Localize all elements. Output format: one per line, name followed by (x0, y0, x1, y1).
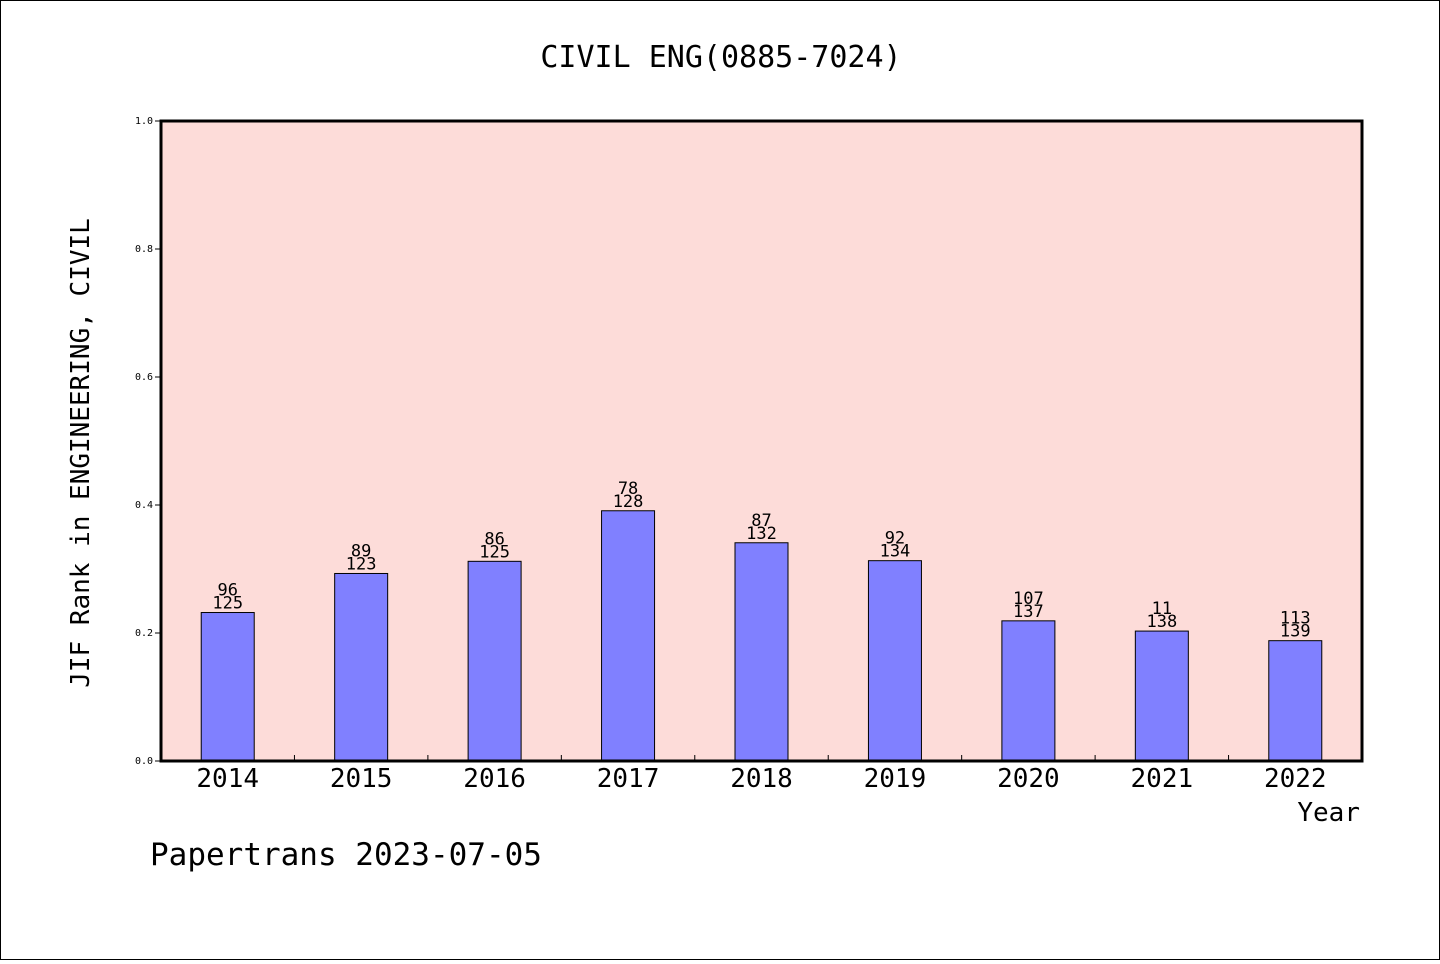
x-tick-label: 2017 (597, 764, 660, 794)
plot-border (159, 119, 1364, 763)
y-tick-label: 0.4 (135, 500, 153, 511)
bar (867, 560, 922, 762)
x-tick-label: 2021 (1131, 764, 1194, 794)
bar-total-label: 125 (212, 594, 243, 614)
y-tick-label: 1.0 (135, 116, 153, 127)
bar-total-label: 125 (479, 542, 510, 562)
y-axis-label: JIF Rank in ENGINEERING, CIVIL (66, 218, 96, 688)
bar-rank-label: 107 (1013, 589, 1044, 609)
bar (1001, 620, 1056, 762)
x-tick-label: 2015 (330, 764, 393, 794)
bar-total-label: 139 (1280, 622, 1311, 642)
bar (1134, 630, 1189, 762)
bar-rank-label: 11 (1152, 599, 1172, 619)
y-tick-label: 0.0 (135, 756, 153, 767)
bar (334, 572, 389, 762)
x-axis-ticks: 2014 2015 2016 2017 2018 2019 2020 2021 2022 (196, 755, 1327, 794)
bar-rank-label: 89 (351, 541, 371, 561)
bar-rank-label: 113 (1280, 609, 1311, 629)
x-tick-label: 2014 (196, 764, 259, 794)
bar (734, 542, 789, 762)
bar-total-label: 134 (880, 542, 911, 562)
bar-rank-label: 96 (217, 581, 237, 601)
x-tick-label: 2020 (997, 764, 1060, 794)
bar (467, 560, 522, 762)
x-tick-label: 2016 (463, 764, 526, 794)
y-axis-ticks: 0.0 0.2 0.4 0.6 0.8 1.0 (135, 116, 161, 767)
x-tick-label: 2019 (864, 764, 927, 794)
bar-total-label: 128 (613, 492, 644, 512)
bar (601, 510, 656, 762)
bar-total-label: 132 (746, 524, 777, 544)
bar-total-label: 137 (1013, 602, 1044, 622)
bars (200, 510, 1323, 762)
x-tick-label: 2018 (730, 764, 793, 794)
bar-total-label: 123 (346, 554, 377, 574)
x-axis-label: Year (1297, 798, 1360, 828)
footer-credit: Papertrans 2023-07-05 (150, 837, 542, 873)
bar (200, 612, 255, 762)
y-tick-label: 0.8 (135, 244, 153, 255)
bar-rank-label: 87 (751, 511, 771, 531)
x-tick-label: 2022 (1264, 764, 1327, 794)
chart-title: CIVIL ENG(0885-7024) (540, 40, 901, 75)
bar-rank-label: 78 (618, 479, 638, 499)
y-tick-label: 0.2 (135, 628, 153, 639)
y-tick-label: 0.6 (135, 372, 153, 383)
bar-rank-label: 86 (484, 529, 504, 549)
bar (1268, 640, 1323, 762)
bar-rank-label: 92 (885, 529, 905, 549)
bar-total-label: 138 (1146, 612, 1177, 632)
